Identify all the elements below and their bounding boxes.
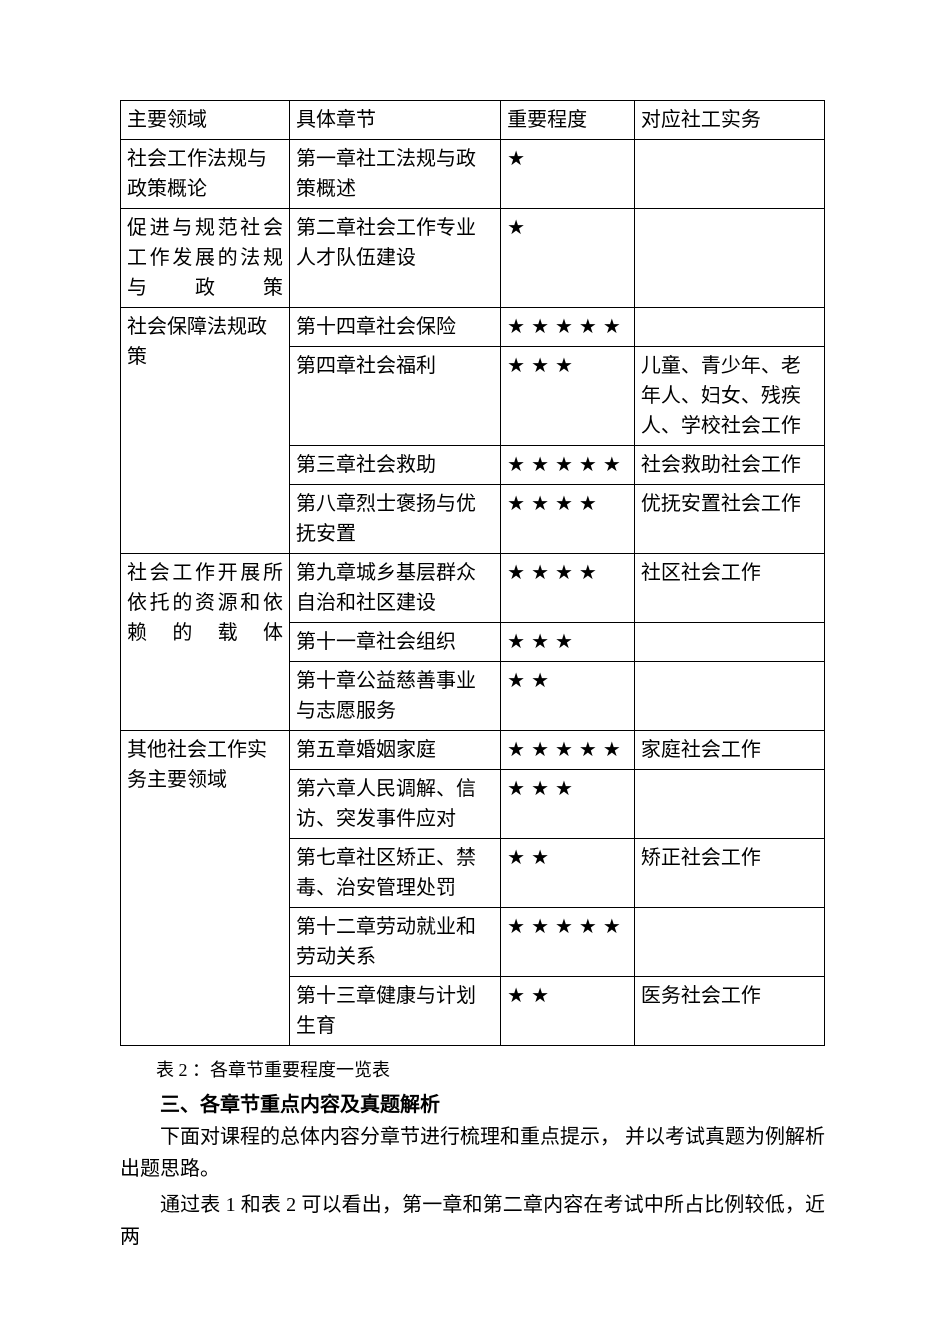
cell-importance: ★★★★★ (501, 308, 635, 347)
cell-chapter: 第二章社会工作专业人才队伍建设 (289, 209, 500, 308)
cell-domain: 社会工作开展所依托的资源和依赖的载体 (121, 554, 290, 731)
cell-domain: 促进与规范社会工作发展的法规与政策 (121, 209, 290, 308)
cell-importance: ★★ (501, 977, 635, 1046)
cell-practice: 社会救助社会工作 (634, 446, 824, 485)
cell-practice: 社区社会工作 (634, 554, 824, 623)
cell-chapter: 第七章社区矫正、禁毒、治安管理处罚 (289, 839, 500, 908)
cell-chapter: 第九章城乡基层群众自治和社区建设 (289, 554, 500, 623)
cell-practice (634, 908, 824, 977)
table-caption: 表 2 ：各章节重要程度一览表 (120, 1056, 825, 1082)
cell-chapter: 第十三章健康与计划生育 (289, 977, 500, 1046)
cell-chapter: 第十四章社会保险 (289, 308, 500, 347)
cell-chapter: 第十一章社会组织 (289, 623, 500, 662)
cell-importance: ★★★★★ (501, 731, 635, 770)
cell-chapter: 第六章人民调解、信访、突发事件应对 (289, 770, 500, 839)
cell-domain: 社会保障法规政策 (121, 308, 290, 554)
cell-practice (634, 662, 824, 731)
header-chapter: 具体章节 (289, 101, 500, 140)
header-importance: 重要程度 (501, 101, 635, 140)
paragraph-2: 通过表 1 和表 2 可以看出，第一章和第二章内容在考试中所占比例较低，近两 (120, 1189, 825, 1253)
section-heading: 三、各章节重点内容及真题解析 (120, 1088, 825, 1117)
cell-importance: ★ (501, 209, 635, 308)
cell-chapter: 第五章婚姻家庭 (289, 731, 500, 770)
cell-importance: ★★★ (501, 770, 635, 839)
table-body: 社会工作法规与政策概论第一章社工法规与政策概述★促进与规范社会工作发展的法规与政… (121, 140, 825, 1046)
cell-practice (634, 770, 824, 839)
paragraph-1: 下面对课程的总体内容分章节进行梳理和重点提示， 并以考试真题为例解析出题思路。 (120, 1121, 825, 1185)
cell-practice (634, 209, 824, 308)
cell-chapter: 第八章烈士褒扬与优抚安置 (289, 485, 500, 554)
header-domain: 主要领域 (121, 101, 290, 140)
importance-table: 主要领域 具体章节 重要程度 对应社工实务 社会工作法规与政策概论第一章社工法规… (120, 100, 825, 1046)
cell-chapter: 第三章社会救助 (289, 446, 500, 485)
header-practice: 对应社工实务 (634, 101, 824, 140)
cell-importance: ★ (501, 140, 635, 209)
cell-practice: 优抚安置社会工作 (634, 485, 824, 554)
cell-importance: ★★★ (501, 623, 635, 662)
cell-importance: ★★ (501, 662, 635, 731)
table-row: 社会保障法规政策第十四章社会保险★★★★★ (121, 308, 825, 347)
table-row: 社会工作法规与政策概论第一章社工法规与政策概述★ (121, 140, 825, 209)
cell-importance: ★★★★ (501, 485, 635, 554)
cell-importance: ★★★★★ (501, 446, 635, 485)
cell-practice: 儿童、青少年、老年人、妇女、残疾人、学校社会工作 (634, 347, 824, 446)
cell-practice (634, 140, 824, 209)
cell-importance: ★★★★★ (501, 908, 635, 977)
table-row: 促进与规范社会工作发展的法规与政策第二章社会工作专业人才队伍建设★ (121, 209, 825, 308)
cell-practice: 矫正社会工作 (634, 839, 824, 908)
cell-practice (634, 623, 824, 662)
table-row: 其他社会工作实务主要领域第五章婚姻家庭★★★★★家庭社会工作 (121, 731, 825, 770)
cell-importance: ★★ (501, 839, 635, 908)
table-header-row: 主要领域 具体章节 重要程度 对应社工实务 (121, 101, 825, 140)
cell-chapter: 第十二章劳动就业和劳动关系 (289, 908, 500, 977)
cell-domain: 社会工作法规与政策概论 (121, 140, 290, 209)
cell-practice: 家庭社会工作 (634, 731, 824, 770)
cell-importance: ★★★★ (501, 554, 635, 623)
cell-chapter: 第十章公益慈善事业与志愿服务 (289, 662, 500, 731)
table-row: 社会工作开展所依托的资源和依赖的载体第九章城乡基层群众自治和社区建设★★★★社区… (121, 554, 825, 623)
cell-importance: ★★★ (501, 347, 635, 446)
cell-chapter: 第一章社工法规与政策概述 (289, 140, 500, 209)
cell-chapter: 第四章社会福利 (289, 347, 500, 446)
cell-domain: 其他社会工作实务主要领域 (121, 731, 290, 1046)
cell-practice (634, 308, 824, 347)
cell-practice: 医务社会工作 (634, 977, 824, 1046)
